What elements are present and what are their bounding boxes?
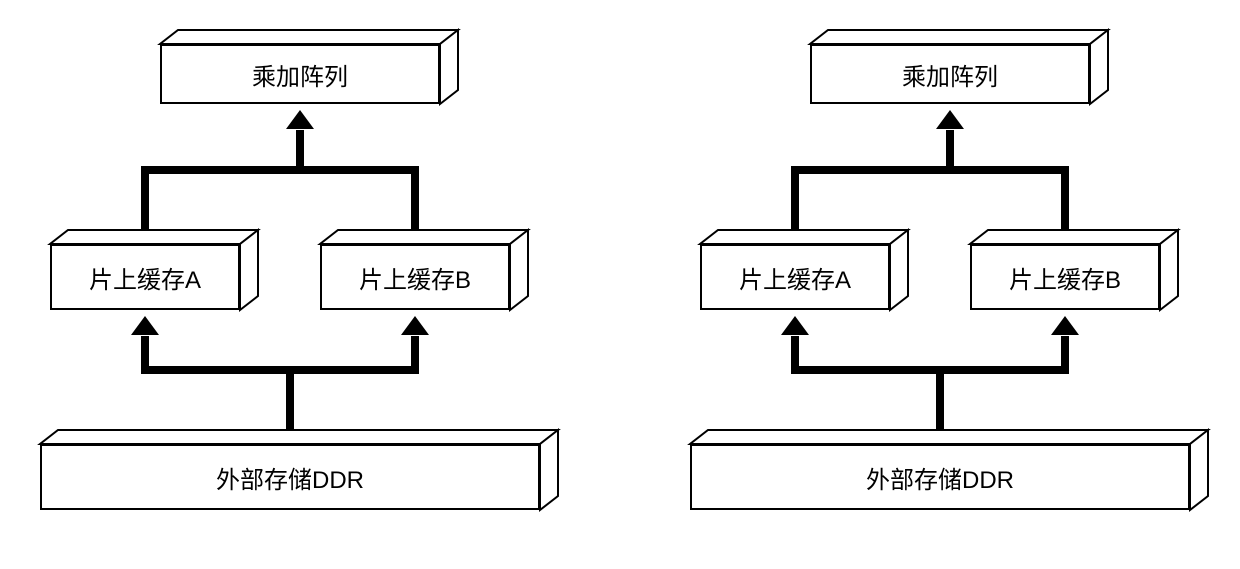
- arrow-segment: [141, 336, 149, 374]
- arrow-head: [286, 110, 314, 129]
- arrow-head: [131, 316, 159, 335]
- diagram-left: 乘加阵列片上缓存A 片上缓存B 外部存储DDR: [40, 30, 550, 530]
- arrow-segment: [411, 170, 419, 230]
- node-label-cacheA: 片上缓存A: [89, 260, 201, 295]
- node-label-mac: 乘加阵列: [252, 57, 348, 92]
- node-cacheA: 片上缓存A: [50, 230, 258, 310]
- node-label-cacheA: 片上缓存A: [739, 260, 851, 295]
- arrow-segment: [791, 336, 799, 374]
- node-label-ddr: 外部存储DDR: [866, 460, 1014, 495]
- arrow-head: [1051, 316, 1079, 335]
- arrow-head: [401, 316, 429, 335]
- node-label-cacheB: 片上缓存B: [359, 260, 471, 295]
- node-ddr: 外部存储DDR: [40, 430, 558, 510]
- node-mac: 乘加阵列: [810, 30, 1108, 104]
- arrow-segment: [141, 166, 419, 174]
- node-label-ddr: 外部存储DDR: [216, 460, 364, 495]
- arrow-segment: [141, 170, 149, 230]
- arrow-segment: [791, 166, 1069, 174]
- arrow-head: [781, 316, 809, 335]
- arrow-segment: [946, 130, 954, 174]
- arrow-segment: [286, 370, 294, 430]
- node-cacheA: 片上缓存A: [700, 230, 908, 310]
- node-mac: 乘加阵列: [160, 30, 458, 104]
- node-cacheB: 片上缓存B: [970, 230, 1178, 310]
- arrow-segment: [1061, 336, 1069, 374]
- arrow-segment: [411, 336, 419, 374]
- diagram-right: 乘加阵列片上缓存A 片上缓存B 外部存储DDR: [690, 30, 1200, 530]
- arrow-segment: [1061, 170, 1069, 230]
- node-cacheB: 片上缓存B: [320, 230, 528, 310]
- arrow-segment: [791, 170, 799, 230]
- node-label-mac: 乘加阵列: [902, 57, 998, 92]
- arrow-segment: [141, 366, 419, 374]
- arrow-segment: [791, 366, 1069, 374]
- arrow-segment: [936, 370, 944, 430]
- arrow-head: [936, 110, 964, 129]
- arrow-segment: [296, 130, 304, 174]
- node-label-cacheB: 片上缓存B: [1009, 260, 1121, 295]
- node-ddr: 外部存储DDR: [690, 430, 1208, 510]
